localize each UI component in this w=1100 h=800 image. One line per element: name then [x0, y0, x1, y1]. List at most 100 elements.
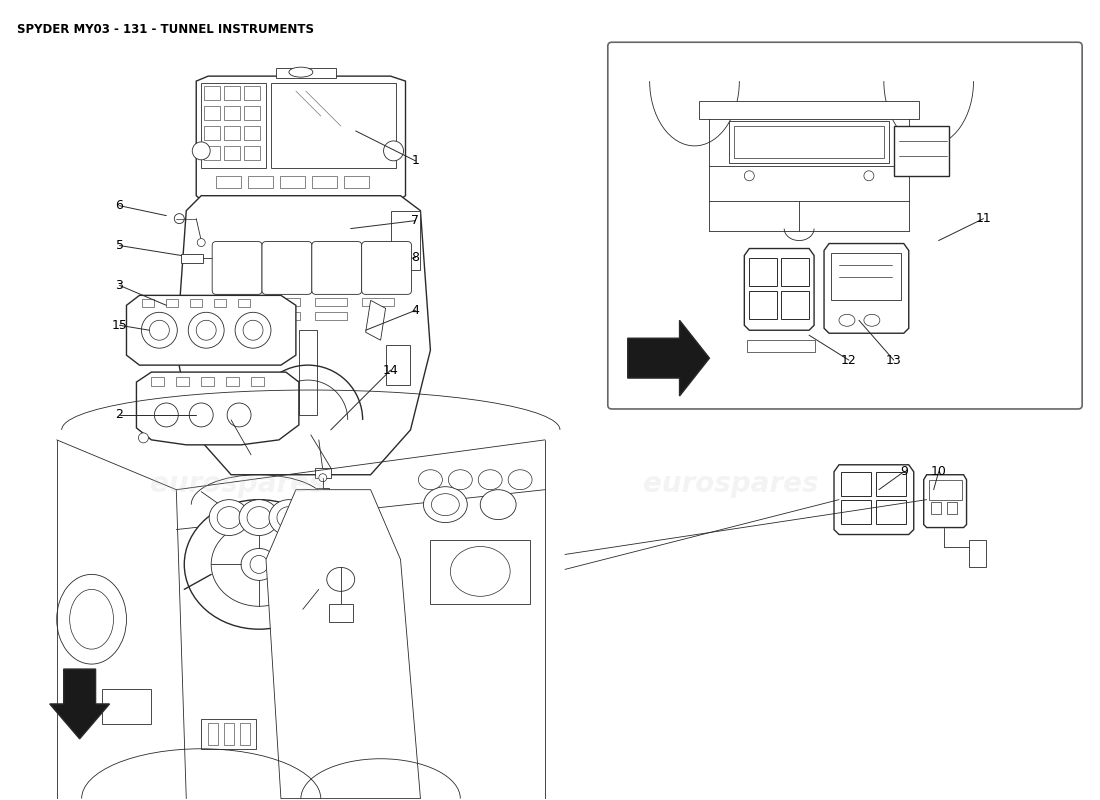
Bar — [240, 723, 250, 745]
Ellipse shape — [174, 214, 185, 224]
Polygon shape — [50, 669, 110, 739]
Bar — [205, 126, 220, 140]
Text: 2: 2 — [116, 409, 123, 422]
Bar — [968, 539, 987, 567]
Ellipse shape — [478, 470, 503, 490]
Text: 4: 4 — [411, 304, 419, 317]
Ellipse shape — [139, 433, 148, 443]
Ellipse shape — [270, 500, 309, 535]
Text: 6: 6 — [116, 199, 123, 212]
Ellipse shape — [243, 320, 263, 340]
Bar — [205, 146, 220, 160]
Polygon shape — [266, 490, 420, 798]
Ellipse shape — [384, 141, 404, 161]
Bar — [227, 377, 239, 386]
Bar — [244, 146, 260, 160]
Bar — [315, 298, 346, 306]
Bar — [386, 345, 410, 385]
Bar — [224, 106, 240, 120]
Polygon shape — [924, 474, 967, 527]
Text: 12: 12 — [842, 354, 857, 366]
Text: 13: 13 — [886, 354, 902, 366]
Bar — [224, 126, 240, 140]
Bar — [279, 176, 305, 188]
Ellipse shape — [864, 170, 873, 181]
Bar — [251, 377, 264, 386]
Polygon shape — [365, 300, 386, 340]
Bar — [876, 500, 905, 523]
Text: 9: 9 — [900, 466, 908, 478]
Ellipse shape — [248, 506, 271, 529]
Bar — [781, 258, 810, 286]
Bar — [747, 340, 815, 352]
Bar — [142, 299, 154, 307]
Text: 11: 11 — [976, 212, 991, 225]
Polygon shape — [745, 249, 814, 330]
Ellipse shape — [142, 312, 177, 348]
Bar — [894, 126, 948, 176]
Text: 14: 14 — [383, 364, 398, 377]
Bar — [749, 258, 778, 286]
Ellipse shape — [197, 238, 206, 246]
Bar — [749, 291, 778, 319]
Ellipse shape — [424, 486, 468, 522]
Bar — [928, 480, 961, 500]
Text: 15: 15 — [111, 318, 128, 332]
Bar — [317, 488, 329, 496]
Ellipse shape — [154, 403, 178, 427]
Text: 7: 7 — [411, 214, 419, 227]
Text: 8: 8 — [411, 251, 419, 264]
Text: 1: 1 — [411, 154, 419, 167]
Ellipse shape — [250, 555, 268, 574]
Ellipse shape — [241, 549, 277, 580]
Ellipse shape — [431, 494, 460, 515]
Bar — [390, 210, 420, 270]
Bar — [329, 604, 353, 622]
Ellipse shape — [289, 67, 312, 77]
FancyBboxPatch shape — [212, 242, 262, 294]
Ellipse shape — [864, 314, 880, 326]
Ellipse shape — [319, 474, 327, 482]
Bar — [268, 312, 300, 320]
FancyBboxPatch shape — [608, 42, 1082, 409]
Ellipse shape — [188, 312, 224, 348]
Bar — [101, 689, 152, 724]
Bar — [176, 377, 189, 386]
Text: SPYDER MY03 - 131 - TUNNEL INSTRUMENTS: SPYDER MY03 - 131 - TUNNEL INSTRUMENTS — [16, 23, 313, 36]
Bar — [182, 254, 204, 263]
Bar — [299, 330, 317, 415]
Ellipse shape — [839, 314, 855, 326]
Bar — [190, 299, 202, 307]
Ellipse shape — [211, 522, 307, 606]
Ellipse shape — [745, 170, 755, 181]
Ellipse shape — [196, 320, 217, 340]
Polygon shape — [136, 372, 299, 445]
Bar — [842, 472, 871, 496]
Bar — [224, 723, 234, 745]
Bar — [430, 539, 530, 604]
Bar — [876, 472, 905, 496]
Bar — [700, 101, 918, 119]
Bar — [201, 377, 214, 386]
Bar — [271, 83, 396, 168]
Bar — [830, 253, 901, 300]
Polygon shape — [176, 196, 430, 474]
Bar — [735, 126, 883, 158]
Bar — [362, 298, 394, 306]
Polygon shape — [834, 465, 914, 534]
Bar — [166, 299, 178, 307]
Bar — [249, 176, 273, 188]
Polygon shape — [824, 243, 909, 334]
Bar — [343, 176, 368, 188]
Bar — [729, 121, 889, 163]
Bar — [152, 377, 164, 386]
Ellipse shape — [239, 500, 279, 535]
Text: 3: 3 — [116, 279, 123, 292]
Ellipse shape — [192, 142, 210, 160]
Ellipse shape — [209, 500, 249, 535]
Bar — [268, 298, 300, 306]
Bar — [931, 502, 940, 514]
Ellipse shape — [235, 312, 271, 348]
Bar — [842, 500, 871, 523]
FancyBboxPatch shape — [262, 242, 311, 294]
